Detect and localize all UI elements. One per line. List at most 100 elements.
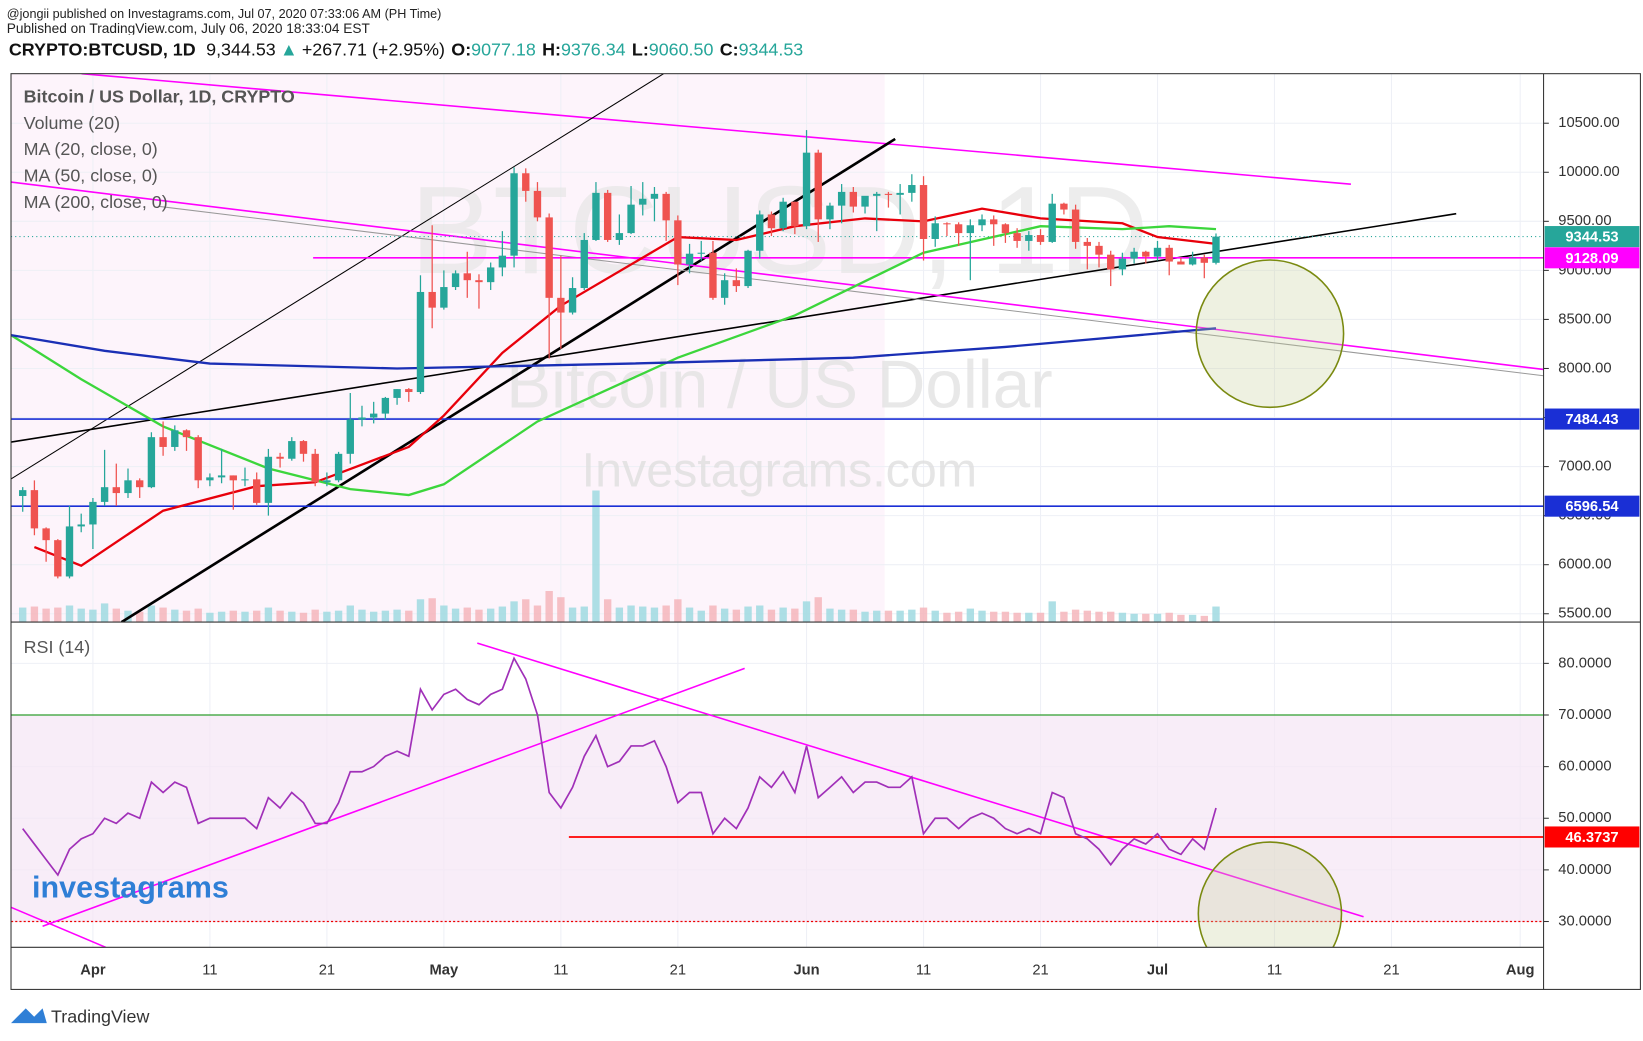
candle-body xyxy=(978,219,986,226)
volume-bar xyxy=(136,611,144,623)
volume-bar xyxy=(954,611,963,623)
legend-item: MA (20, close, 0) xyxy=(24,139,158,159)
volume-bar xyxy=(1083,610,1091,623)
arrow: ▲ xyxy=(280,39,298,59)
candle-body xyxy=(1083,241,1091,246)
volume-bar xyxy=(369,611,378,623)
volume-bar xyxy=(1001,611,1010,623)
candle-body xyxy=(650,193,659,199)
volume-bar xyxy=(358,609,366,623)
candle-body xyxy=(463,273,471,281)
shade xyxy=(11,73,885,623)
candle-body xyxy=(767,214,776,229)
published-line: Published on TradingView.com, July 06, 2… xyxy=(7,21,371,36)
volume-bar xyxy=(896,610,904,623)
trend-line xyxy=(477,642,1364,918)
volume-bar xyxy=(217,611,226,623)
volume-bar xyxy=(264,607,273,623)
candles xyxy=(19,130,1220,579)
trend-line xyxy=(42,667,745,928)
ma-line xyxy=(11,327,1217,370)
open: 9077.18 xyxy=(471,39,536,59)
candle-body xyxy=(557,297,565,313)
x-tick-label: 21 xyxy=(1383,962,1399,978)
volume-bar xyxy=(299,612,308,623)
volume-bar xyxy=(1048,601,1056,623)
volume-bar xyxy=(498,606,507,623)
volume-bar xyxy=(674,599,682,623)
candle-body xyxy=(241,479,249,481)
candle-body xyxy=(217,475,226,478)
candle-body xyxy=(1200,257,1208,263)
candle-body xyxy=(627,204,635,234)
candle-body xyxy=(171,430,179,447)
candle-body xyxy=(685,253,694,265)
volume-bar xyxy=(557,597,565,623)
volume-bar xyxy=(1142,613,1150,623)
last: 9,344.53 xyxy=(206,39,276,59)
volume-bar xyxy=(159,607,167,623)
volume-bar xyxy=(943,612,951,623)
volume-bar xyxy=(732,609,741,623)
volume-bar xyxy=(171,609,179,623)
volume-bar xyxy=(510,601,518,623)
volume-bar xyxy=(416,599,425,623)
volume-bar xyxy=(978,610,986,623)
volume-bar xyxy=(440,605,448,623)
rsi xyxy=(22,656,1217,877)
volume-bar xyxy=(77,608,85,623)
volume-bar xyxy=(19,607,27,623)
volume-bar xyxy=(182,610,191,623)
candle-body xyxy=(65,526,74,577)
candle-body xyxy=(697,252,705,254)
volume-bar xyxy=(100,603,109,623)
o-label: O: xyxy=(451,39,471,59)
volume-bar xyxy=(779,607,787,623)
candle-body xyxy=(428,291,436,308)
candle-body xyxy=(533,190,542,218)
candle-body xyxy=(674,220,682,265)
candle-body xyxy=(77,524,85,527)
x-tick-label: 11 xyxy=(553,962,568,978)
candle-body xyxy=(147,437,156,488)
x-tick-label: 21 xyxy=(1032,962,1048,978)
close: 9344.53 xyxy=(739,39,804,59)
candle-body xyxy=(779,201,787,229)
volume-bar xyxy=(756,605,764,623)
candle-body xyxy=(299,441,308,454)
volume-bar xyxy=(639,606,647,623)
candle-body xyxy=(1048,203,1056,242)
trend-line xyxy=(11,181,1544,371)
volume-bar xyxy=(334,610,343,623)
candle-body xyxy=(288,441,296,459)
candle-body xyxy=(720,280,729,298)
candle-body xyxy=(486,267,495,283)
volume-bar xyxy=(288,611,296,623)
candle-body xyxy=(194,437,202,481)
volume-bar xyxy=(323,611,331,623)
y-tick-label: 60.0000 xyxy=(1558,759,1611,775)
volume-bar xyxy=(475,609,483,623)
candle-body xyxy=(1153,247,1162,257)
candle-body xyxy=(732,280,741,287)
y-tick-label: 50.0000 xyxy=(1558,810,1611,826)
candle-body xyxy=(1177,261,1185,265)
y-tick-label: 10000.00 xyxy=(1558,164,1619,180)
volume-bar xyxy=(931,610,939,623)
volume-bar xyxy=(919,607,928,623)
volume-bar xyxy=(65,605,74,623)
trend-line xyxy=(11,906,107,948)
high: 9376.34 xyxy=(561,39,626,59)
volume-bar xyxy=(522,599,530,623)
candle-body xyxy=(744,250,752,287)
x-tick-label: 11 xyxy=(916,962,931,978)
candle-body xyxy=(1001,224,1010,234)
candle-body xyxy=(1118,258,1127,270)
volume-bar xyxy=(744,606,752,623)
candle-body xyxy=(1036,235,1045,242)
volume-bar xyxy=(873,610,881,623)
price-label: 6596.54 xyxy=(1565,499,1619,515)
volume-bar xyxy=(709,605,717,623)
price-label: 7484.43 xyxy=(1565,412,1618,428)
